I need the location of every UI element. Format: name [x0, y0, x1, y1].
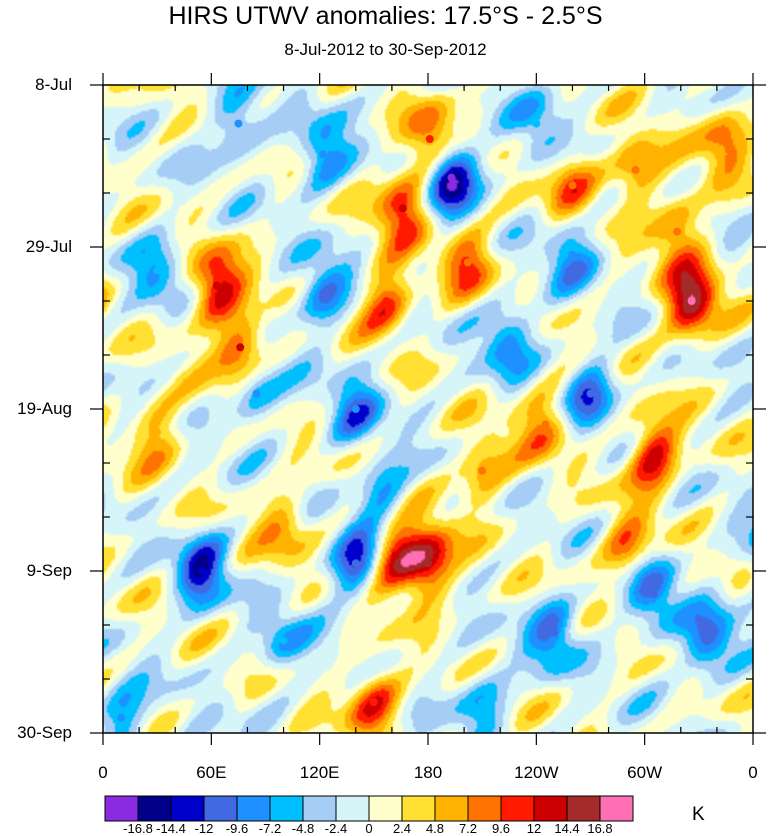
colorbar-swatch — [203, 795, 238, 822]
anomaly-feature-6 — [398, 204, 407, 213]
colorbar-level-label: 16.8 — [587, 821, 613, 836]
colorbar-level-label: -2.4 — [324, 821, 348, 836]
colorbar-level-label: 0 — [365, 821, 373, 836]
colorbar-level-label: -4.8 — [291, 821, 315, 836]
y-tick-label: 19-Aug — [17, 399, 72, 418]
anomaly-feature-1 — [721, 135, 730, 143]
anomaly-field — [103, 85, 753, 733]
anomaly-feature-16 — [541, 420, 550, 429]
y-tick-label: 8-Jul — [35, 75, 72, 94]
colorbar-swatch — [236, 795, 271, 822]
anomaly-feature-38 — [532, 119, 541, 128]
colorbar-swatch — [500, 795, 535, 822]
anomaly-feature-36 — [153, 266, 162, 275]
anomaly-feature-29 — [649, 590, 658, 599]
x-tick-label: 180 — [413, 763, 443, 782]
anomaly-feature-17 — [369, 698, 378, 707]
x-tick-label: 60W — [627, 763, 663, 782]
colorbar-level-label: 9.6 — [491, 821, 511, 836]
x-tick-label: 120W — [514, 763, 559, 782]
anomaly-feature-2 — [212, 281, 221, 290]
colorbar-swatch — [335, 795, 370, 822]
anomaly-feature-23 — [568, 250, 577, 259]
colorbar-level-label: 7.2 — [458, 821, 478, 836]
chart-subtitle: 8-Jul-2012 to 30-Sep-2012 — [284, 40, 487, 59]
colorbar-level-label: -16.8 — [123, 821, 153, 836]
anomaly-feature-32 — [117, 713, 126, 722]
colorbar-level-label: 2.4 — [392, 821, 412, 836]
anomaly-feature-37 — [234, 119, 243, 128]
units-label: K — [692, 804, 705, 825]
anomaly-feature-34 — [252, 389, 261, 398]
anomaly-feature-22 — [447, 173, 456, 182]
anomaly-feature-15 — [478, 466, 487, 475]
anomaly-feature-21 — [319, 150, 328, 159]
colorbar-swatch — [566, 795, 601, 822]
anomaly-feature-31 — [550, 628, 559, 637]
anomaly-feature-9 — [568, 181, 577, 190]
colorbar-swatch — [599, 795, 634, 822]
anomaly-feature-7 — [463, 258, 472, 267]
y-tick-label: 30-Sep — [17, 723, 72, 742]
anomaly-feature-25 — [586, 389, 595, 398]
anomaly-feature-30 — [703, 636, 712, 645]
colorbar-level-label: -9.6 — [225, 821, 249, 836]
anomaly-feature-11 — [687, 297, 696, 305]
anomaly-feature-3 — [236, 343, 245, 352]
colorbar-level-label: -7.2 — [258, 821, 282, 836]
colorbar-swatch — [401, 795, 436, 822]
x-tick-label: 0 — [748, 763, 758, 782]
anomaly-feature-40 — [478, 698, 487, 707]
anomaly-feature-33 — [505, 335, 514, 344]
colorbar-level-label: 12 — [526, 821, 542, 836]
anomaly-feature-19 — [153, 428, 162, 437]
colorbar-swatch — [104, 795, 139, 822]
colorbar-level-label: 4.8 — [425, 821, 445, 836]
anomaly-feature-8 — [673, 227, 682, 236]
colorbar-swatch — [533, 795, 568, 822]
anomaly-feature-24 — [319, 289, 328, 298]
chart-title: HIRS UTWV anomalies: 17.5°S - 2.5°S — [168, 2, 603, 30]
anomaly-feature-14 — [424, 559, 432, 568]
anomaly-feature-13 — [391, 551, 400, 560]
anomaly-feature-4 — [382, 297, 391, 305]
colorbar-swatch — [302, 795, 337, 822]
y-tick-label: 9-Sep — [26, 561, 72, 580]
colorbar-level-label: 14.4 — [554, 821, 580, 836]
colorbar-swatch — [137, 795, 172, 822]
anomaly-feature-35 — [378, 489, 387, 498]
colorbar-swatch — [269, 795, 304, 822]
x-tick-label: 0 — [98, 763, 108, 782]
anomaly-feature-27 — [198, 567, 207, 575]
anomaly-feature-12 — [649, 451, 658, 460]
anomaly-feature-10 — [631, 165, 640, 174]
colorbar-swatch — [434, 795, 469, 822]
colorbar-level-label: -12 — [194, 821, 214, 836]
colorbar-swatch — [467, 795, 502, 822]
x-tick-label: 60E — [196, 763, 227, 782]
colorbar-swatch — [368, 795, 403, 822]
anomaly-feature-20 — [279, 520, 288, 529]
anomaly-feature-26 — [351, 405, 360, 413]
x-tick-label: 120E — [299, 763, 340, 782]
y-tick-label: 29-Jul — [25, 237, 72, 256]
anomaly-feature-39 — [279, 636, 288, 645]
anomaly-feature-18 — [622, 543, 631, 552]
colorbar-level-label: -14.4 — [156, 821, 186, 836]
colorbar-swatch — [170, 795, 205, 822]
anomaly-feature-28 — [351, 559, 360, 568]
anomaly-feature-5 — [425, 135, 434, 143]
